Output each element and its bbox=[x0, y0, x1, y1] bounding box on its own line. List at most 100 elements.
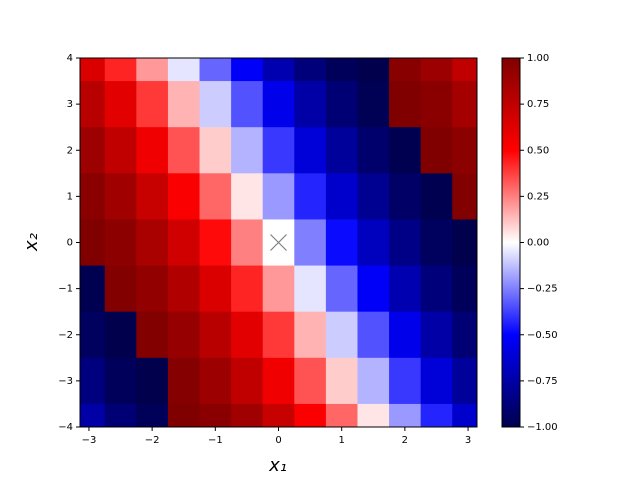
y-axis-label: x₂ bbox=[21, 233, 42, 252]
heatmap-cell bbox=[231, 219, 264, 267]
heatmap-cell bbox=[199, 173, 232, 220]
heatmap-cell bbox=[231, 265, 264, 313]
heatmap-cell bbox=[357, 173, 390, 220]
heatmap-cell bbox=[231, 173, 264, 220]
heatmap-cell bbox=[452, 403, 477, 427]
heatmap-cell bbox=[294, 58, 327, 82]
heatmap-cell bbox=[452, 173, 477, 220]
heatmap-cell bbox=[231, 357, 264, 405]
heatmap-cell bbox=[80, 265, 106, 313]
heatmap-cell bbox=[167, 81, 201, 128]
heatmap-cell bbox=[294, 173, 327, 220]
heatmap-cell bbox=[80, 357, 106, 405]
heatmap-cell bbox=[389, 173, 422, 220]
heatmap-cell bbox=[104, 311, 137, 359]
heatmap-cell bbox=[357, 357, 390, 405]
heatmap-cell bbox=[231, 403, 264, 427]
heatmap-cell bbox=[325, 173, 358, 220]
heatmap-cell bbox=[389, 81, 422, 128]
heatmap-cell bbox=[199, 357, 232, 405]
heatmap-cell bbox=[104, 357, 137, 405]
heatmap-cell bbox=[357, 219, 390, 267]
heatmap-cell bbox=[389, 403, 422, 427]
heatmap-cell bbox=[104, 58, 137, 82]
heatmap-cell bbox=[420, 265, 453, 313]
heatmap-cell bbox=[325, 357, 358, 405]
heatmap-cell bbox=[199, 403, 232, 427]
heatmap-cell bbox=[104, 403, 137, 427]
heatmap-cell bbox=[420, 311, 453, 359]
heatmap-cell bbox=[136, 127, 169, 174]
heatmap-cell bbox=[199, 81, 232, 128]
heatmap-cell bbox=[389, 265, 422, 313]
heatmap-cell bbox=[357, 311, 390, 359]
heatmap-cell bbox=[389, 58, 422, 82]
heatmap-cell bbox=[357, 265, 390, 313]
heatmap-cell bbox=[357, 81, 390, 128]
heatmap-cell bbox=[452, 265, 477, 313]
heatmap-cell bbox=[452, 219, 477, 267]
y-tick-label: 2 bbox=[67, 145, 73, 156]
heatmap-cell bbox=[357, 127, 390, 174]
heatmap-cell bbox=[167, 265, 201, 313]
heatmap-cell bbox=[420, 173, 453, 220]
heatmap-cell bbox=[294, 403, 327, 427]
y-tick-label: 1 bbox=[67, 191, 73, 202]
heatmap-cell bbox=[357, 403, 390, 427]
heatmap-cell bbox=[325, 127, 358, 174]
colorbar-tick-label: 0.25 bbox=[527, 191, 549, 202]
heatmap-cell bbox=[452, 127, 477, 174]
y-tick-label: −2 bbox=[58, 330, 73, 341]
colorbar-tick-label: 0.50 bbox=[527, 145, 549, 156]
heatmap-cell bbox=[231, 127, 264, 174]
heatmap-cell bbox=[199, 58, 232, 82]
heatmap-cell bbox=[262, 127, 295, 174]
y-tick-label: −4 bbox=[58, 422, 73, 433]
heatmap-cell bbox=[104, 81, 137, 128]
heatmap-cell bbox=[389, 127, 422, 174]
heatmap-cell bbox=[420, 219, 453, 267]
heatmap-cell bbox=[325, 311, 358, 359]
colorbar-tick-label: 0.75 bbox=[527, 99, 549, 110]
y-tick-label: −1 bbox=[58, 284, 73, 295]
heatmap-cell bbox=[80, 219, 106, 267]
heatmap-cell bbox=[357, 58, 390, 82]
heatmap-cell bbox=[167, 357, 201, 405]
heatmap-cell bbox=[452, 311, 477, 359]
heatmap-cell bbox=[199, 219, 232, 267]
heatmap-cell bbox=[136, 265, 169, 313]
heatmap-cell bbox=[294, 127, 327, 174]
heatmap-cell bbox=[262, 81, 295, 128]
colorbar bbox=[501, 57, 521, 428]
y-tick-label: −3 bbox=[58, 376, 73, 387]
heatmap-cell bbox=[420, 357, 453, 405]
heatmap-cell bbox=[262, 403, 295, 427]
heatmap-cell bbox=[167, 58, 201, 82]
heatmap-cell bbox=[199, 265, 232, 313]
x-tick-label: −3 bbox=[82, 435, 97, 446]
heatmap-cell bbox=[294, 311, 327, 359]
heatmap-cell bbox=[325, 219, 358, 267]
heatmap-cell bbox=[325, 81, 358, 128]
colorbar-tick-label: −0.75 bbox=[527, 376, 558, 387]
colorbar-tick-label: 0.00 bbox=[527, 238, 549, 249]
heatmap-cell bbox=[136, 173, 169, 220]
heatmap-cell bbox=[325, 58, 358, 82]
heatmap-cell bbox=[420, 81, 453, 128]
marker bbox=[270, 234, 287, 251]
heatmap-cell bbox=[104, 219, 137, 267]
heatmap-cell bbox=[104, 265, 137, 313]
heatmap-cell bbox=[262, 265, 295, 313]
x-tick-label: 3 bbox=[465, 435, 471, 446]
heatmap-cell bbox=[199, 311, 232, 359]
colorbar-tick-label: −1.00 bbox=[527, 422, 558, 433]
heatmap-cell bbox=[136, 219, 169, 267]
x-tick-label: 2 bbox=[402, 435, 408, 446]
heatmap-cell bbox=[80, 173, 106, 220]
heatmap-cell bbox=[136, 403, 169, 427]
heatmap-cell bbox=[420, 403, 453, 427]
heatmap-cell bbox=[136, 58, 169, 82]
x-tick-label: 1 bbox=[338, 435, 344, 446]
heatmap bbox=[80, 58, 477, 427]
